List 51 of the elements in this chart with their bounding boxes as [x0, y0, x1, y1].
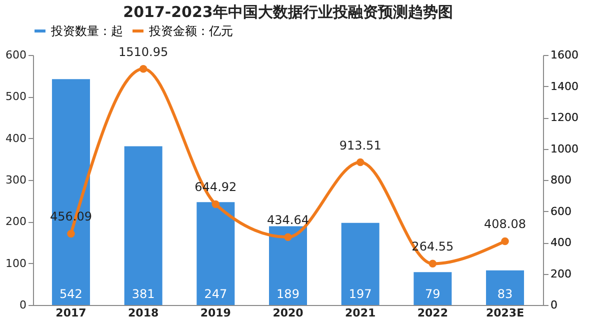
x-tick-label: 2017 [56, 306, 86, 320]
legend-label: 投资金额：亿元 [148, 24, 233, 38]
y2-tick-label: 1400 [550, 80, 578, 93]
bar [124, 146, 162, 305]
bar [52, 79, 90, 305]
data-label: 913.51 [339, 138, 382, 152]
y2-tick-label: 200 [550, 267, 572, 280]
y2-tick-label: 0 [550, 298, 558, 312]
y2-tick-label: 600 [550, 204, 572, 218]
bar [486, 270, 524, 305]
y2-tick-label: 1000 [550, 142, 578, 156]
point [212, 200, 220, 208]
data-label: 83 [497, 287, 513, 301]
y2-tick-label: 1600 [550, 48, 578, 62]
point [428, 260, 437, 268]
x-tick-label: 2019 [200, 306, 231, 320]
point [356, 158, 364, 166]
y-tick-label: 600 [6, 48, 26, 62]
point [139, 65, 148, 73]
y2-tick-label: 1200 [550, 111, 578, 124]
bar [414, 272, 452, 305]
bar [196, 202, 235, 305]
data-label: 408.08 [484, 217, 526, 232]
x-tick-label: 2023E [486, 306, 524, 320]
bar [269, 226, 307, 305]
y-tick-label: 100 [6, 256, 26, 270]
chart-title: 2017-2023年中国大数据行业投融资预测趋势图 [123, 3, 453, 21]
data-label: 247 [204, 287, 228, 301]
point [284, 233, 292, 241]
legend-label: 投资数量：起 [50, 24, 123, 38]
y-tick-label: 500 [6, 90, 26, 104]
y2-tick-label: 800 [550, 174, 572, 186]
y2-tick-label: 400 [550, 236, 572, 249]
data-label: 542 [60, 287, 82, 301]
x-tick-label: 2022 [417, 306, 448, 320]
point [67, 230, 75, 238]
bar [341, 222, 380, 305]
y-tick-label: 200 [6, 215, 26, 228]
data-label: 434.64 [267, 213, 309, 228]
x-tick-label: 2021 [345, 306, 376, 320]
y-tick-label: 300 [6, 174, 26, 186]
data-label: 189 [276, 287, 300, 301]
y-tick-label: 400 [6, 132, 26, 145]
point [501, 237, 509, 246]
data-label: 1510.95 [118, 44, 168, 59]
x-tick-label: 2020 [272, 306, 304, 320]
data-label: 197 [348, 287, 372, 301]
data-label: 79 [425, 287, 440, 301]
y-tick-label: 0 [20, 298, 26, 312]
data-label: 381 [132, 287, 155, 301]
x-tick-label: 2018 [128, 306, 159, 320]
